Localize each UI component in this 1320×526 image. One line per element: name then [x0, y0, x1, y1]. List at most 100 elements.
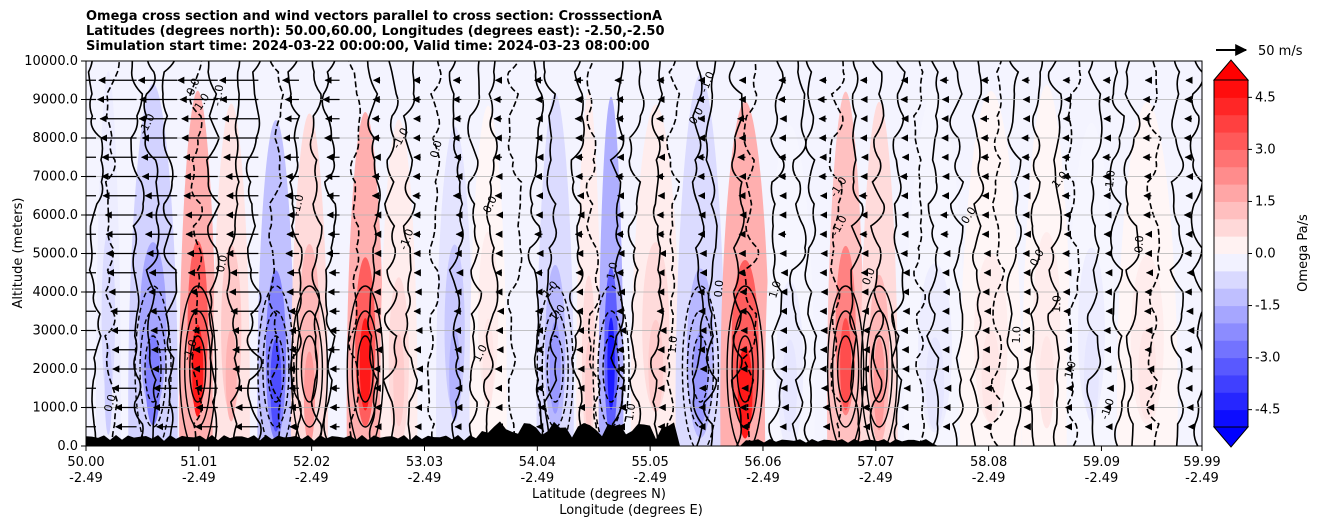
- omega-contour: [989, 61, 1006, 446]
- x-tick-label-lon: -2.49: [408, 471, 442, 486]
- omega-band-core: [482, 318, 494, 412]
- y-tick-label: 4000.0: [33, 285, 79, 300]
- x-tick-label-lon: -2.49: [746, 471, 780, 486]
- x-tick-label-lon: -2.49: [633, 471, 667, 486]
- y-tick-label: 7000.0: [33, 170, 79, 185]
- omega-contour: [543, 61, 558, 446]
- x-tick-label-lat: 59.09: [1083, 455, 1120, 470]
- x-tick-label-lon: -2.49: [69, 471, 103, 486]
- contour-label: -1.0: [211, 84, 227, 107]
- omega-contour: [768, 61, 785, 446]
- omega-contour: [702, 61, 718, 446]
- omega-band-core: [145, 333, 161, 426]
- colorbar-segment: [1214, 392, 1248, 411]
- contour-label: 1.0: [623, 403, 638, 422]
- colorbar-segment: [1214, 201, 1248, 220]
- colorbar-segment: [1214, 184, 1248, 202]
- y-axis-label: Altitude (meters): [11, 198, 26, 309]
- y-tick-label: 2000.0: [33, 362, 79, 377]
- colorbar-segment: [1214, 409, 1248, 428]
- contour-label: 0.0: [184, 76, 203, 97]
- omega-contour: [366, 61, 381, 446]
- colorbar-tick-label: 0.0: [1255, 247, 1276, 262]
- omega-contour: [1086, 61, 1103, 446]
- omega-contour: [87, 61, 104, 446]
- omega-contour: [402, 61, 419, 446]
- omega-contour: [205, 61, 221, 446]
- omega-contour: [426, 61, 442, 446]
- colorbar-segment: [1214, 97, 1248, 116]
- omega-contour: [245, 61, 263, 446]
- x-tick-label-lon: -2.49: [1185, 471, 1219, 486]
- y-tick-label: 8000.0: [33, 131, 79, 146]
- x-tick-label-lon: -2.49: [859, 471, 893, 486]
- omega-contour: [789, 61, 807, 446]
- colorbar-label: Omega Pa/s: [1296, 214, 1311, 292]
- omega-band-core: [782, 339, 798, 432]
- contour-label: 0.0: [1132, 235, 1146, 253]
- contour-label: 0.0: [427, 139, 444, 159]
- omega-band-core: [104, 342, 113, 435]
- colorbar-segment: [1214, 374, 1248, 393]
- omega-band-core: [840, 318, 852, 411]
- x-tick-label-lat: 57.07: [857, 455, 894, 470]
- omega-band-core: [359, 318, 371, 411]
- colorbar-segment: [1214, 80, 1248, 98]
- omega-band-core: [607, 317, 615, 410]
- contour-label: -1.0: [1103, 169, 1118, 192]
- x-axis: 50.00-2.4951.01-2.4952.02-2.4953.03-2.49…: [67, 446, 1221, 486]
- title-line-1: Omega cross section and wind vectors par…: [86, 9, 663, 24]
- omega-contour: [309, 61, 323, 446]
- vector-key-label: 50 m/s: [1258, 44, 1303, 59]
- omega-band-core: [585, 342, 593, 435]
- omega-contour: [828, 61, 846, 446]
- x-tick-label-lat: 51.01: [180, 455, 217, 470]
- omega-band-core: [873, 337, 885, 431]
- omega-contour: [1047, 61, 1063, 446]
- x-tick-label-lon: -2.49: [520, 471, 554, 486]
- omega-band-core: [1084, 329, 1099, 422]
- colorbar-extend-max: [1212, 59, 1250, 81]
- colorbar-segment: [1214, 288, 1248, 307]
- omega-band-core: [981, 329, 1001, 423]
- colorbar-segment: [1214, 253, 1248, 272]
- vector-key: 50 m/s: [1216, 44, 1303, 59]
- omega-contour: [912, 61, 927, 446]
- omega-contour: [1006, 61, 1022, 446]
- contour-label: 1.0: [766, 279, 784, 300]
- x-axis-label-latitude: Latitude (degrees N): [532, 487, 666, 502]
- colorbar-segment: [1214, 340, 1248, 359]
- y-tick-label: 10000.0: [24, 54, 78, 69]
- omega-contour: [803, 61, 818, 446]
- colorbar-tick-label: -4.5: [1255, 403, 1280, 418]
- colorbar-segment: [1214, 322, 1248, 341]
- omega-band-mid: [1033, 231, 1061, 402]
- colorbar-tick-label: -3.0: [1255, 351, 1280, 366]
- y-tick-label: 0.0: [57, 439, 78, 454]
- colorbar-segment: [1214, 114, 1248, 133]
- contour-label: 1.0: [1050, 295, 1064, 313]
- y-tick-label: 5000.0: [33, 247, 79, 262]
- contour-label: 1.0: [1062, 360, 1079, 380]
- contour-label: 0.0: [712, 279, 726, 298]
- contour-label: 1.0: [1010, 326, 1024, 344]
- colorbar-tick-label: 4.5: [1255, 90, 1276, 105]
- omega-contour: [130, 61, 145, 446]
- omega-contour: [969, 61, 985, 446]
- x-tick-label-lon: -2.49: [295, 471, 329, 486]
- wind-vector-layer: [86, 76, 1196, 431]
- contour-label: 0.0: [101, 393, 118, 413]
- omega-contour: [926, 61, 940, 446]
- omega-contour: [627, 61, 645, 446]
- omega-contour: [467, 61, 483, 446]
- omega-contour: [949, 61, 965, 446]
- chart-title: Omega cross section and wind vectors par…: [86, 9, 665, 54]
- omega-contour: [1109, 61, 1126, 446]
- omega-contour: [226, 61, 241, 446]
- x-axis-label-longitude: Longitude (degrees E): [559, 503, 703, 518]
- x-tick-label-lat: 59.99: [1183, 455, 1220, 470]
- colorbar-extend-min: [1212, 426, 1250, 448]
- omega-contour-layer: [87, 61, 1202, 446]
- omega-contour: [268, 61, 285, 446]
